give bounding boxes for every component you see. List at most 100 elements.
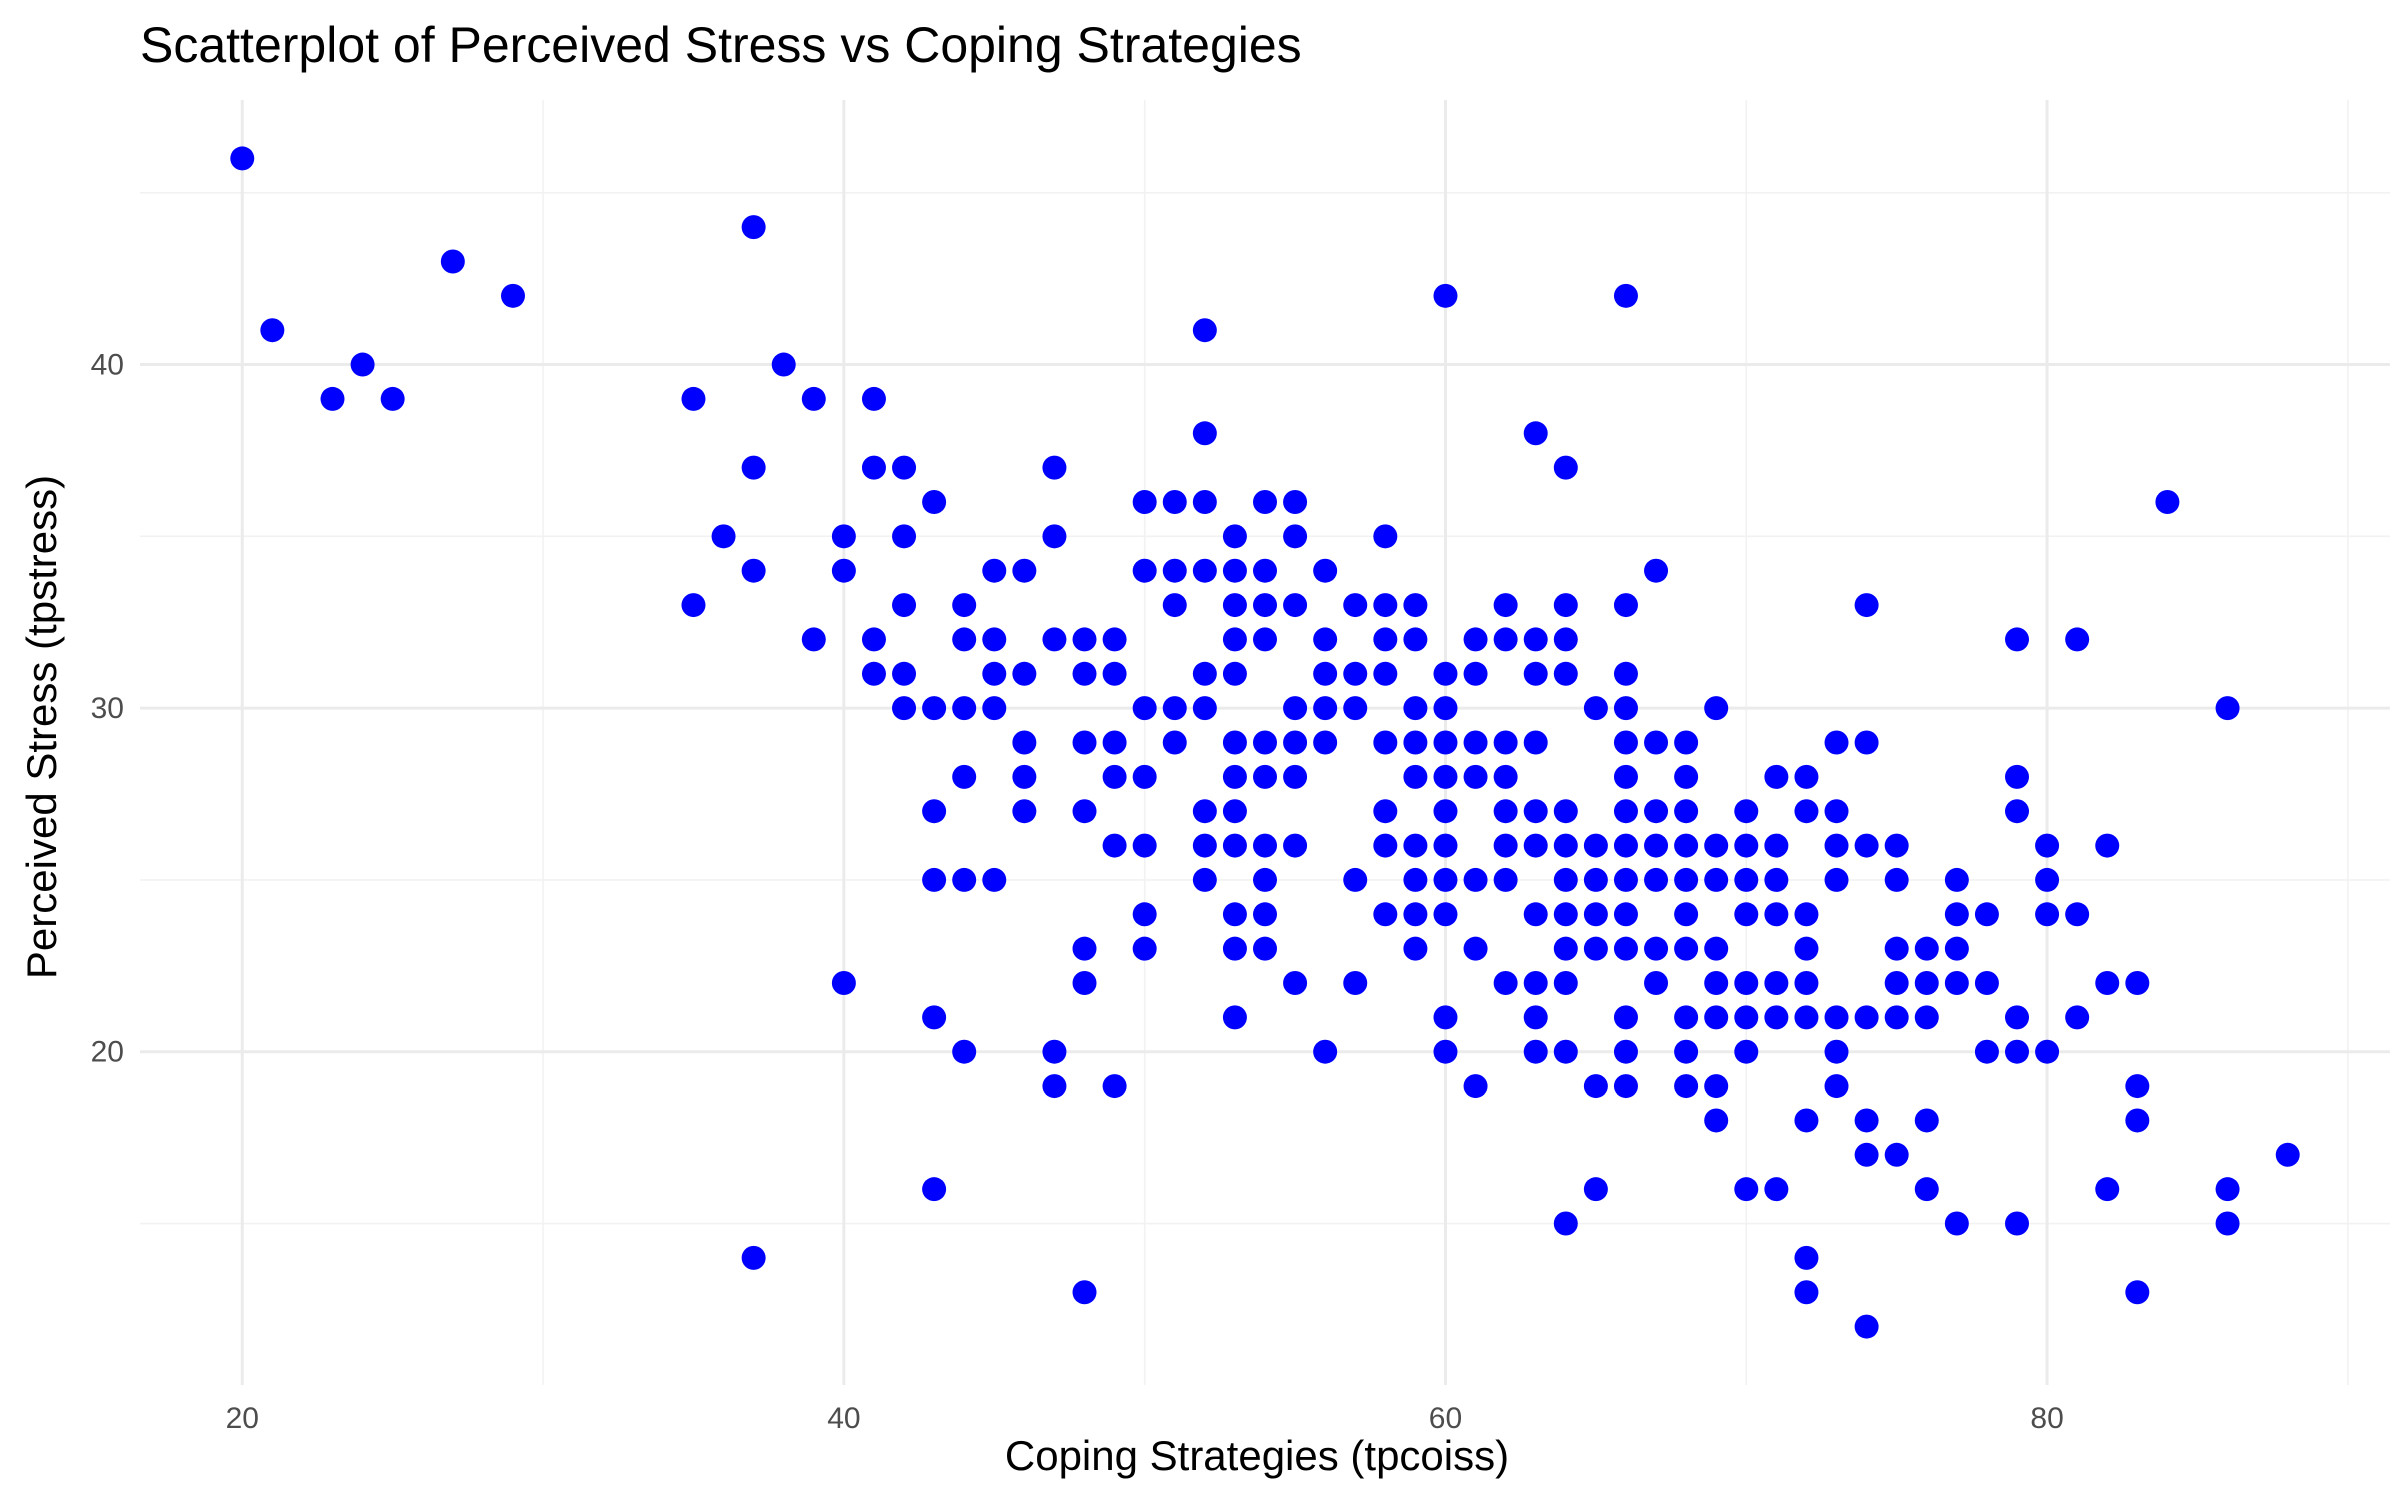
data-point bbox=[1042, 1039, 1067, 1064]
data-point bbox=[922, 1177, 947, 1202]
data-point bbox=[831, 971, 856, 996]
data-point bbox=[2125, 1108, 2150, 1133]
data-point bbox=[1764, 764, 1789, 789]
data-point bbox=[1072, 661, 1097, 686]
data-point bbox=[1644, 971, 1669, 996]
data-point bbox=[1553, 867, 1578, 892]
data-point bbox=[1253, 902, 1277, 927]
data-point bbox=[1644, 558, 1669, 583]
data-point bbox=[1854, 593, 1879, 618]
data-point bbox=[2035, 902, 2060, 927]
data-point bbox=[500, 283, 525, 308]
data-point bbox=[1974, 902, 1999, 927]
data-point bbox=[1463, 867, 1488, 892]
data-point bbox=[982, 696, 1007, 721]
data-point bbox=[1433, 1005, 1458, 1030]
data-point bbox=[1132, 696, 1157, 721]
data-point bbox=[1493, 971, 1518, 996]
data-point bbox=[1674, 833, 1699, 858]
data-point bbox=[952, 764, 977, 789]
data-point bbox=[1854, 1142, 1879, 1167]
data-point bbox=[1764, 902, 1789, 927]
data-point bbox=[2035, 833, 2060, 858]
data-point bbox=[1222, 730, 1247, 755]
data-point bbox=[1283, 593, 1308, 618]
data-point bbox=[1102, 833, 1127, 858]
data-point bbox=[892, 593, 917, 618]
data-point bbox=[1283, 696, 1308, 721]
data-point bbox=[1824, 799, 1849, 824]
data-point bbox=[2065, 1005, 2090, 1030]
data-point bbox=[1253, 867, 1277, 892]
data-point bbox=[1042, 627, 1067, 652]
data-point bbox=[681, 593, 706, 618]
data-point bbox=[2215, 1211, 2240, 1236]
data-point bbox=[1553, 936, 1578, 961]
data-point bbox=[1824, 1039, 1849, 1064]
data-point bbox=[1072, 799, 1097, 824]
data-point bbox=[1102, 764, 1127, 789]
data-point bbox=[2065, 902, 2090, 927]
data-point bbox=[831, 524, 856, 549]
data-point bbox=[1764, 1177, 1789, 1202]
data-point bbox=[1674, 867, 1699, 892]
data-point bbox=[2155, 489, 2180, 514]
axis-tick-labels: 20 40 60 80 20 30 40 bbox=[91, 349, 2064, 1435]
data-point bbox=[771, 352, 796, 377]
data-point bbox=[1463, 627, 1488, 652]
data-point bbox=[1613, 730, 1638, 755]
data-point bbox=[1463, 730, 1488, 755]
data-point bbox=[1012, 764, 1037, 789]
data-point bbox=[1553, 1211, 1578, 1236]
data-point bbox=[1313, 627, 1338, 652]
data-point bbox=[1132, 936, 1157, 961]
data-point bbox=[1674, 730, 1699, 755]
data-point bbox=[1854, 1005, 1879, 1030]
data-point bbox=[1072, 730, 1097, 755]
data-point bbox=[1042, 455, 1067, 480]
data-point bbox=[801, 386, 826, 411]
data-point bbox=[1433, 661, 1458, 686]
data-point bbox=[380, 386, 405, 411]
data-point bbox=[1463, 764, 1488, 789]
data-point bbox=[1463, 661, 1488, 686]
data-point bbox=[1222, 661, 1247, 686]
data-point bbox=[1674, 1005, 1699, 1030]
data-point bbox=[1914, 971, 1939, 996]
data-point bbox=[1794, 971, 1819, 996]
data-point bbox=[1854, 1108, 1879, 1133]
data-point bbox=[1313, 730, 1338, 755]
data-point bbox=[1493, 799, 1518, 824]
data-point bbox=[1253, 489, 1277, 514]
data-point bbox=[1824, 1005, 1849, 1030]
data-point bbox=[1222, 524, 1247, 549]
data-point bbox=[1613, 1074, 1638, 1099]
data-point bbox=[1102, 627, 1127, 652]
data-point bbox=[1493, 833, 1518, 858]
data-point bbox=[1493, 730, 1518, 755]
data-point bbox=[1313, 558, 1338, 583]
data-point bbox=[1944, 971, 1969, 996]
data-point bbox=[2275, 1142, 2300, 1167]
data-point bbox=[982, 627, 1007, 652]
data-point bbox=[1553, 627, 1578, 652]
data-point bbox=[2005, 764, 2030, 789]
data-point bbox=[1734, 1177, 1759, 1202]
data-point bbox=[922, 1005, 947, 1030]
data-point bbox=[1734, 1005, 1759, 1030]
data-point bbox=[861, 627, 886, 652]
data-point bbox=[982, 558, 1007, 583]
data-point bbox=[1523, 661, 1548, 686]
data-point bbox=[2005, 1005, 2030, 1030]
data-point bbox=[1072, 971, 1097, 996]
data-point bbox=[952, 696, 977, 721]
data-point bbox=[350, 352, 375, 377]
data-point bbox=[1192, 421, 1217, 446]
data-point bbox=[1132, 902, 1157, 927]
x-tick-label: 40 bbox=[827, 1402, 860, 1435]
x-tick-label: 80 bbox=[2030, 1402, 2063, 1435]
data-point bbox=[1373, 524, 1398, 549]
data-point bbox=[922, 799, 947, 824]
data-point bbox=[1433, 833, 1458, 858]
data-point bbox=[1403, 833, 1428, 858]
